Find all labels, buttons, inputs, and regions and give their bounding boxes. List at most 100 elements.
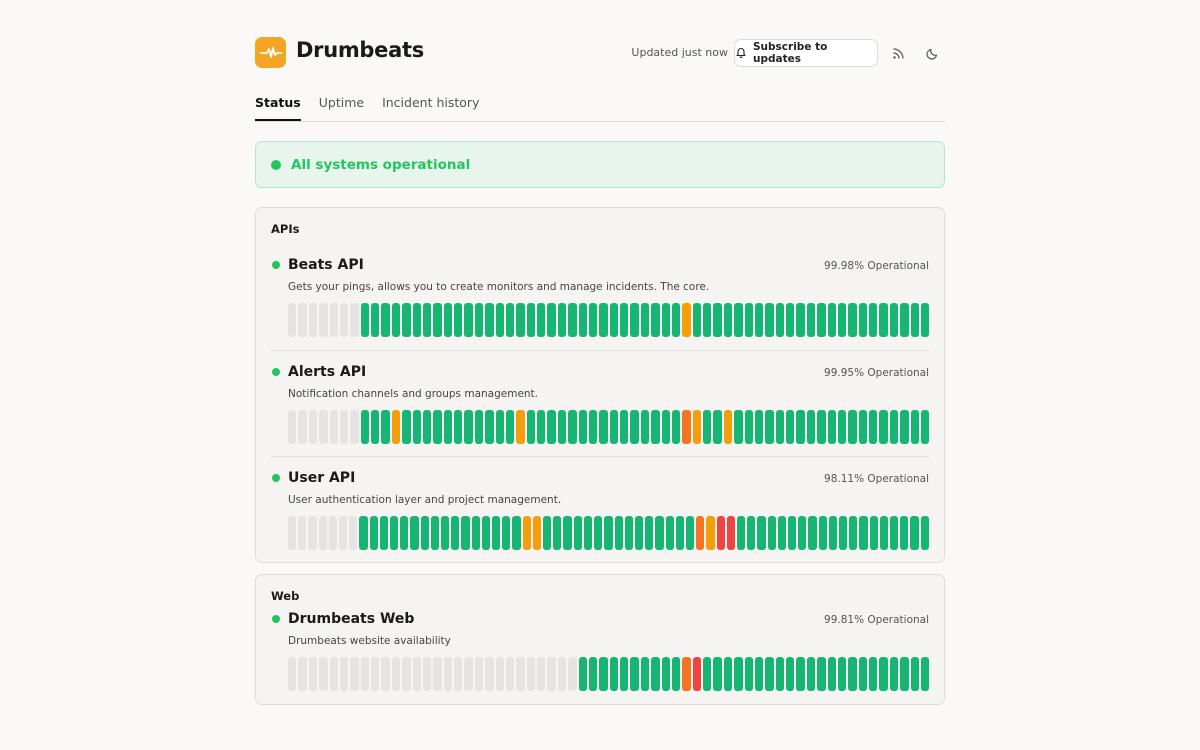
uptime-bar-operational[interactable] [713, 303, 722, 337]
uptime-bar-no-data[interactable] [526, 657, 535, 691]
uptime-bar-operational[interactable] [474, 303, 484, 337]
uptime-bar-operational[interactable] [796, 303, 805, 337]
uptime-bar-operational[interactable] [767, 516, 776, 550]
uptime-bar-operational[interactable] [485, 410, 494, 444]
uptime-bar-no-data[interactable] [319, 657, 328, 691]
uptime-bar-operational[interactable] [817, 410, 826, 444]
uptime-bar-operational[interactable] [360, 303, 369, 337]
uptime-bar-operational[interactable] [402, 303, 411, 337]
uptime-bar-operational[interactable] [827, 657, 836, 691]
uptime-bar-operational[interactable] [400, 516, 409, 550]
uptime-bar-no-data[interactable] [349, 516, 358, 550]
uptime-bar-operational[interactable] [900, 410, 909, 444]
uptime-bar-degraded[interactable] [532, 516, 542, 550]
uptime-bar-operational[interactable] [443, 303, 452, 337]
uptime-bar-no-data[interactable] [350, 303, 359, 337]
uptime-bar-operational[interactable] [879, 657, 888, 691]
uptime-bar-operational[interactable] [502, 516, 511, 550]
uptime-bar-operational[interactable] [848, 303, 857, 337]
uptime-bar-operational[interactable] [765, 657, 774, 691]
tab-incident-history[interactable]: Incident history [382, 95, 480, 110]
uptime-bar-operational[interactable] [573, 516, 582, 550]
uptime-bar-operational[interactable] [754, 657, 764, 691]
uptime-bar-no-data[interactable] [288, 516, 297, 550]
rss-icon[interactable] [886, 41, 910, 65]
uptime-bar-operational[interactable] [713, 410, 722, 444]
uptime-bar-operational[interactable] [640, 303, 650, 337]
uptime-bar-operational[interactable] [645, 516, 654, 550]
uptime-bar-operational[interactable] [568, 410, 577, 444]
uptime-bar-no-data[interactable] [350, 657, 359, 691]
uptime-bar-operational[interactable] [505, 303, 515, 337]
uptime-bar-operational[interactable] [441, 516, 450, 550]
uptime-bar-operational[interactable] [675, 516, 684, 550]
uptime-bar-no-data[interactable] [360, 657, 369, 691]
uptime-bar-operational[interactable] [920, 303, 930, 337]
uptime-bar-operational[interactable] [744, 303, 753, 337]
uptime-bar-no-data[interactable] [537, 657, 546, 691]
uptime-bar-operational[interactable] [859, 516, 868, 550]
uptime-bar-operational[interactable] [620, 657, 629, 691]
uptime-bar-operational[interactable] [734, 410, 743, 444]
uptime-bar-no-data[interactable] [288, 657, 297, 691]
moon-icon[interactable] [920, 41, 944, 65]
uptime-bar-operational[interactable] [651, 410, 660, 444]
uptime-bar-no-data[interactable] [443, 657, 452, 691]
uptime-bar-operational[interactable] [910, 303, 919, 337]
uptime-bar-partial-outage[interactable] [696, 516, 705, 550]
uptime-bar-operational[interactable] [736, 516, 746, 550]
uptime-bar-no-data[interactable] [308, 410, 318, 444]
uptime-bar-operational[interactable] [744, 410, 753, 444]
uptime-bar-operational[interactable] [443, 410, 452, 444]
uptime-bar-operational[interactable] [671, 657, 681, 691]
uptime-bar-operational[interactable] [747, 516, 756, 550]
uptime-bar-operational[interactable] [379, 516, 389, 550]
uptime-bar-operational[interactable] [818, 516, 827, 550]
uptime-bar-operational[interactable] [495, 410, 504, 444]
uptime-bar-operational[interactable] [775, 303, 784, 337]
uptime-bar-operational[interactable] [640, 657, 650, 691]
uptime-bar-operational[interactable] [775, 410, 784, 444]
uptime-bar-operational[interactable] [837, 657, 847, 691]
uptime-bar-operational[interactable] [485, 303, 494, 337]
uptime-bar-operational[interactable] [879, 303, 888, 337]
uptime-bar-no-data[interactable] [298, 657, 307, 691]
uptime-bar-no-data[interactable] [308, 303, 318, 337]
uptime-bar-operational[interactable] [671, 303, 681, 337]
uptime-bar-operational[interactable] [630, 410, 639, 444]
uptime-bar-operational[interactable] [703, 657, 712, 691]
uptime-bar-no-data[interactable] [464, 657, 473, 691]
uptime-bar-operational[interactable] [609, 410, 618, 444]
uptime-bar-operational[interactable] [786, 303, 795, 337]
uptime-bar-operational[interactable] [798, 516, 807, 550]
uptime-bar-operational[interactable] [454, 410, 463, 444]
uptime-bar-operational[interactable] [359, 516, 368, 550]
uptime-bar-operational[interactable] [786, 657, 795, 691]
uptime-bar-operational[interactable] [390, 516, 399, 550]
uptime-bar-operational[interactable] [568, 303, 577, 337]
uptime-bar-no-data[interactable] [298, 303, 307, 337]
uptime-bar-operational[interactable] [817, 303, 826, 337]
uptime-bar-no-data[interactable] [319, 303, 328, 337]
uptime-bar-operational[interactable] [837, 303, 847, 337]
uptime-bar-no-data[interactable] [412, 657, 421, 691]
uptime-bar-operational[interactable] [537, 303, 546, 337]
uptime-bar-operational[interactable] [848, 410, 857, 444]
uptime-bar-operational[interactable] [464, 303, 473, 337]
uptime-bar-operational[interactable] [685, 516, 695, 550]
uptime-bar-operational[interactable] [599, 657, 608, 691]
uptime-bar-operational[interactable] [910, 410, 919, 444]
uptime-bar-operational[interactable] [433, 410, 442, 444]
uptime-bar-operational[interactable] [381, 303, 390, 337]
uptime-bar-partial-outage[interactable] [682, 657, 691, 691]
uptime-bar-operational[interactable] [604, 516, 613, 550]
uptime-bar-operational[interactable] [630, 303, 639, 337]
uptime-bar-operational[interactable] [655, 516, 664, 550]
uptime-bar-operational[interactable] [703, 410, 712, 444]
uptime-bar-operational[interactable] [817, 657, 826, 691]
uptime-bar-operational[interactable] [837, 410, 847, 444]
uptime-bar-no-data[interactable] [329, 410, 338, 444]
uptime-bar-operational[interactable] [620, 410, 629, 444]
uptime-bar-operational[interactable] [651, 657, 660, 691]
uptime-bar-degraded[interactable] [391, 410, 401, 444]
